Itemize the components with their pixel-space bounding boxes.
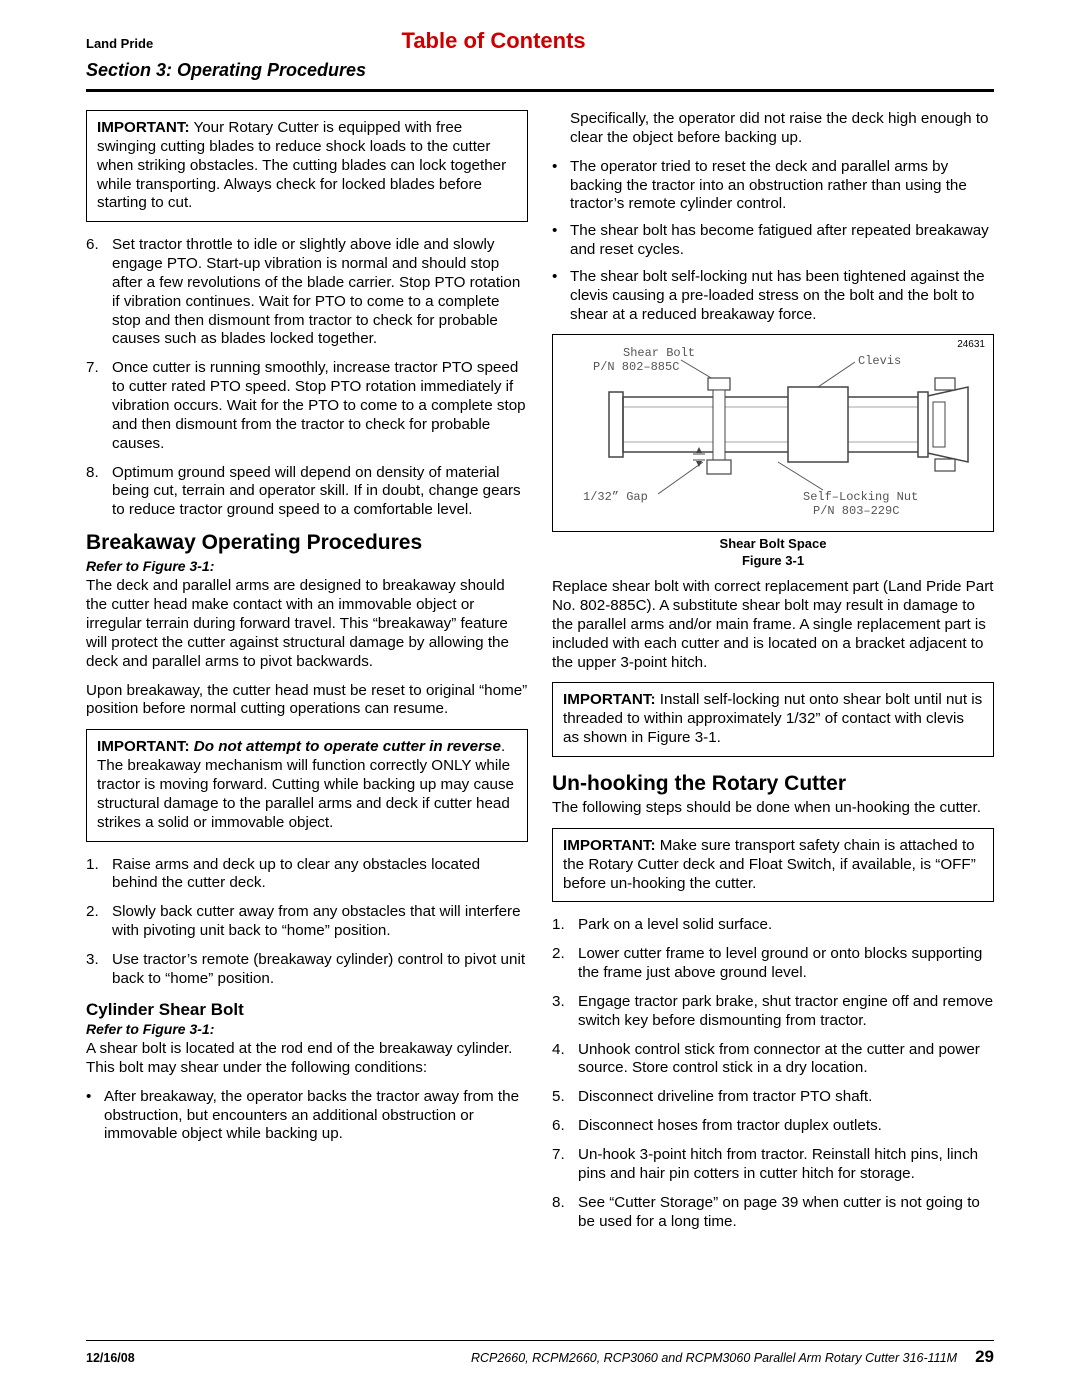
important-label: IMPORTANT: (563, 837, 656, 854)
important-emphasis: Do not attempt to operate cutter in reve… (190, 738, 501, 755)
bullet-icon: • (552, 222, 570, 260)
toc-link[interactable]: Table of Contents (73, 28, 914, 54)
list-number: 2. (552, 945, 578, 983)
figure-caption: Shear Bolt Space Figure 3-1 (552, 536, 994, 570)
list-number: 1. (86, 856, 112, 894)
list-item: 8.See “Cutter Storage” on page 39 when c… (552, 1194, 994, 1232)
list-number: 7. (86, 359, 112, 453)
list-number: 6. (86, 236, 112, 349)
list-text: Raise arms and deck up to clear any obst… (112, 856, 528, 894)
breakaway-para-1: The deck and parallel arms are designed … (86, 577, 528, 671)
list-text: Un-hook 3-point hitch from tractor. Rein… (578, 1146, 994, 1184)
list-item: 6.Disconnect hoses from tractor duplex o… (552, 1117, 994, 1136)
list-number: 1. (552, 916, 578, 935)
important-label: IMPORTANT: (97, 119, 190, 136)
bullet-item: •The shear bolt self-locking nut has bee… (552, 268, 994, 325)
figure-number: 24631 (957, 339, 985, 351)
list-number: 3. (552, 993, 578, 1031)
right-column: Specifically, the operator did not raise… (552, 110, 994, 1241)
list-number: 5. (552, 1088, 578, 1107)
label-clevis: Clevis (858, 354, 901, 368)
left-column: IMPORTANT: Your Rotary Cutter is equippe… (86, 110, 528, 1241)
bullet-item: •After breakaway, the operator backs the… (86, 1088, 528, 1145)
bullet-text: The shear bolt self-locking nut has been… (570, 268, 994, 325)
refer-figure-1: Refer to Figure 3-1: (86, 558, 528, 575)
list-text: Once cutter is running smoothly, increas… (112, 359, 528, 453)
list-number: 3. (86, 951, 112, 989)
list-text: Unhook control stick from connector at t… (578, 1041, 994, 1079)
section-title: Section 3: Operating Procedures (86, 60, 994, 81)
list-item: 2.Lower cutter frame to level ground or … (552, 945, 994, 983)
cylinder-bullets: •After breakaway, the operator backs the… (86, 1088, 528, 1145)
important-box-blades: IMPORTANT: Your Rotary Cutter is equippe… (86, 110, 528, 222)
figure-3-1: 24631 Shear Bolt P/N 802–885C Clevis 1/3… (552, 334, 994, 532)
list-text: Slowly back cutter away from any obstacl… (112, 903, 528, 941)
list-item: 1.Raise arms and deck up to clear any ob… (86, 856, 528, 894)
list-item: 7.Un-hook 3-point hitch from tractor. Re… (552, 1146, 994, 1184)
list-text: Disconnect driveline from tractor PTO sh… (578, 1088, 994, 1107)
important-box-install-nut: IMPORTANT: Install self-locking nut onto… (552, 682, 994, 757)
label-shear-bolt: Shear Bolt (623, 346, 695, 360)
bullet-text: The operator tried to reset the deck and… (570, 158, 994, 215)
bullet-item: •The shear bolt has become fatigued afte… (552, 222, 994, 260)
footer-date: 12/16/08 (86, 1351, 135, 1365)
list-number: 6. (552, 1117, 578, 1136)
unhook-heading: Un-hooking the Rotary Cutter (552, 771, 994, 797)
list-item: 8.Optimum ground speed will depend on de… (86, 464, 528, 521)
label-gap: 1/32” Gap (583, 490, 648, 504)
unhook-list: 1.Park on a level solid surface.2.Lower … (552, 916, 994, 1231)
bullet-icon: • (86, 1088, 104, 1145)
label-pn-bolt: P/N 802–885C (593, 360, 679, 374)
list-number: 8. (86, 464, 112, 521)
list-number: 8. (552, 1194, 578, 1232)
list-text: Optimum ground speed will depend on dens… (112, 464, 528, 521)
page-footer: 12/16/08 RCP2660, RCPM2660, RCP3060 and … (86, 1340, 994, 1367)
procedure-list-1: 6.Set tractor throttle to idle or slight… (86, 236, 528, 520)
header-rule (86, 89, 994, 92)
list-text: Park on a level solid surface. (578, 916, 994, 935)
breakaway-para-2: Upon breakaway, the cutter head must be … (86, 682, 528, 720)
label-pn-nut: P/N 803–229C (813, 504, 899, 518)
cylinder-para: A shear bolt is located at the rod end o… (86, 1040, 528, 1078)
shear-bolt-diagram: Shear Bolt P/N 802–885C Clevis 1/32” Gap… (563, 341, 983, 523)
important-label: IMPORTANT: (563, 691, 656, 708)
list-item: 1.Park on a level solid surface. (552, 916, 994, 935)
list-item: 2.Slowly back cutter away from any obsta… (86, 903, 528, 941)
list-item: 3.Engage tractor park brake, shut tracto… (552, 993, 994, 1031)
right-top-bullets: •The operator tried to reset the deck an… (552, 158, 994, 325)
list-text: See “Cutter Storage” on page 39 when cut… (578, 1194, 994, 1232)
bullet-icon: • (552, 268, 570, 325)
list-text: Disconnect hoses from tractor duplex out… (578, 1117, 994, 1136)
bullet-item: •The operator tried to reset the deck an… (552, 158, 994, 215)
bullet-icon: • (552, 158, 570, 215)
list-number: 4. (552, 1041, 578, 1079)
list-text: Lower cutter frame to level ground or on… (578, 945, 994, 983)
important-label: IMPORTANT: (97, 738, 190, 755)
list-item: 4.Unhook control stick from connector at… (552, 1041, 994, 1079)
list-item: 7.Once cutter is running smoothly, incre… (86, 359, 528, 453)
bullet-text: After breakaway, the operator backs the … (104, 1088, 528, 1145)
list-item: 3.Use tractor’s remote (breakaway cylind… (86, 951, 528, 989)
refer-figure-2: Refer to Figure 3-1: (86, 1021, 528, 1038)
unhook-para: The following steps should be done when … (552, 799, 994, 818)
cylinder-heading: Cylinder Shear Bolt (86, 999, 528, 1020)
bullet-text: The shear bolt has become fatigued after… (570, 222, 994, 260)
breakaway-heading: Breakaway Operating Procedures (86, 530, 528, 556)
list-item: 6.Set tractor throttle to idle or slight… (86, 236, 528, 349)
replace-para: Replace shear bolt with correct replacem… (552, 578, 994, 672)
procedure-list-2: 1.Raise arms and deck up to clear any ob… (86, 856, 528, 989)
list-number: 7. (552, 1146, 578, 1184)
footer-page-number: 29 (975, 1347, 994, 1367)
right-top-para: Specifically, the operator did not raise… (570, 110, 994, 148)
list-text: Engage tractor park brake, shut tractor … (578, 993, 994, 1031)
important-box-reverse: IMPORTANT: Do not attempt to operate cut… (86, 729, 528, 841)
list-text: Use tractor’s remote (breakaway cylinder… (112, 951, 528, 989)
list-item: 5.Disconnect driveline from tractor PTO … (552, 1088, 994, 1107)
label-selflock: Self–Locking Nut (803, 490, 918, 504)
important-box-safety-chain: IMPORTANT: Make sure transport safety ch… (552, 828, 994, 903)
footer-models: RCP2660, RCPM2660, RCP3060 and RCPM3060 … (135, 1351, 975, 1365)
list-number: 2. (86, 903, 112, 941)
list-text: Set tractor throttle to idle or slightly… (112, 236, 528, 349)
